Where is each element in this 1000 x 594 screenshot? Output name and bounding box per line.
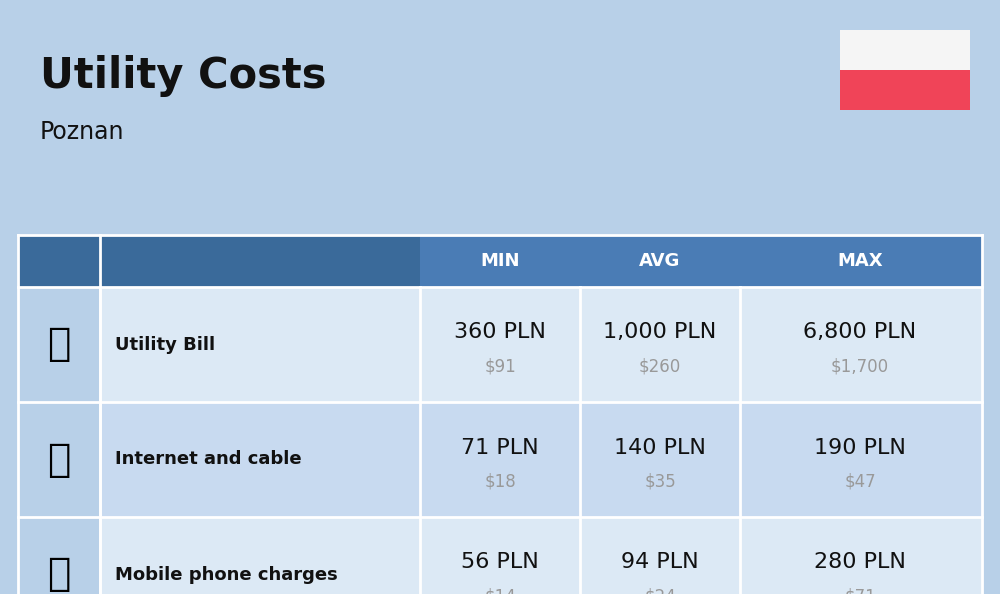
Text: 360 PLN: 360 PLN	[454, 323, 546, 343]
Bar	[18, 402, 982, 517]
Text: $47: $47	[844, 472, 876, 491]
Text: Internet and cable: Internet and cable	[115, 450, 302, 469]
Text: Mobile phone charges: Mobile phone charges	[115, 565, 338, 583]
Text: $18: $18	[484, 472, 516, 491]
Text: Utility Bill: Utility Bill	[115, 336, 215, 353]
Bar	[18, 287, 100, 402]
Bar	[18, 287, 982, 402]
Text: 280 PLN: 280 PLN	[814, 552, 906, 573]
Text: $91: $91	[484, 358, 516, 375]
Text: 71 PLN: 71 PLN	[461, 438, 539, 457]
Bar	[18, 235, 100, 287]
Text: 1,000 PLN: 1,000 PLN	[603, 323, 717, 343]
Text: 📶: 📶	[47, 441, 71, 479]
Bar	[18, 402, 100, 517]
Text: 94 PLN: 94 PLN	[621, 552, 699, 573]
Text: $35: $35	[644, 472, 676, 491]
Text: $14: $14	[484, 587, 516, 594]
Bar	[100, 235, 420, 287]
Text: 📱: 📱	[47, 555, 71, 593]
Bar	[18, 517, 100, 594]
Text: 🔧: 🔧	[47, 326, 71, 364]
Text: $71: $71	[844, 587, 876, 594]
Text: AVG: AVG	[639, 252, 681, 270]
Text: Utility Costs: Utility Costs	[40, 55, 326, 97]
Bar	[840, 30, 970, 70]
Text: $24: $24	[644, 587, 676, 594]
Text: 140 PLN: 140 PLN	[614, 438, 706, 457]
Text: $260: $260	[639, 358, 681, 375]
Text: MAX: MAX	[837, 252, 883, 270]
Bar	[840, 70, 970, 110]
Text: MIN: MIN	[480, 252, 520, 270]
Text: 56 PLN: 56 PLN	[461, 552, 539, 573]
Text: $1,700: $1,700	[831, 358, 889, 375]
Text: 190 PLN: 190 PLN	[814, 438, 906, 457]
Bar	[18, 235, 982, 287]
Text: Poznan: Poznan	[40, 120, 124, 144]
Text: 6,800 PLN: 6,800 PLN	[803, 323, 917, 343]
Bar	[18, 517, 982, 594]
